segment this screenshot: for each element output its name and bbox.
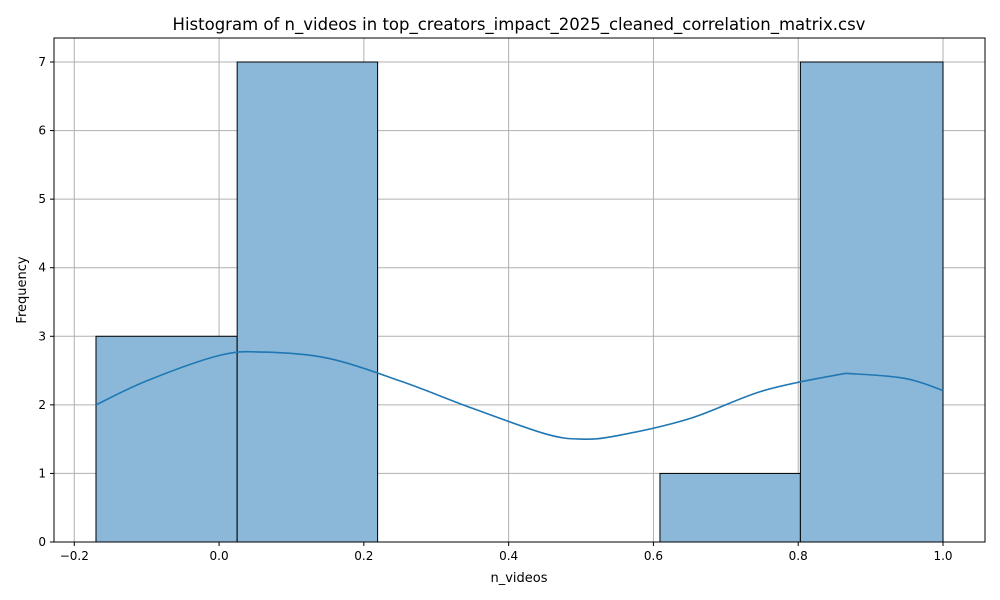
y-axis-ticks: 0 1 2 3 4 5 6 7 [38,55,54,549]
x-tick-label: 0.2 [354,549,373,563]
y-tick-label: 4 [38,261,46,275]
y-tick-label: 1 [38,466,46,480]
y-tick-label: 0 [38,535,46,549]
histogram-bar [659,472,801,543]
x-tick-label: 0.6 [644,549,663,563]
y-tick-label: 3 [38,329,46,343]
histogram-bars [95,61,944,543]
y-tick-label: 5 [38,192,46,206]
y-tick-label: 6 [38,124,46,138]
x-tick-label: 0.0 [210,549,229,563]
x-tick-label: −0.2 [60,549,89,563]
x-tick-label: 0.8 [789,549,808,563]
histogram-bar [95,335,238,543]
y-tick-label: 7 [38,55,46,69]
chart-title: Histogram of n_videos in top_creators_im… [173,15,866,35]
histogram-bar [236,61,379,543]
x-tick-label: 0.4 [499,549,518,563]
y-tick-label: 2 [38,398,46,412]
x-axis-ticks: −0.2 0.0 0.2 0.4 0.6 0.8 1.0 [60,542,953,563]
x-tick-label: 1.0 [933,549,952,563]
histogram-bar [799,61,944,543]
x-axis-label: n_videos [490,571,547,586]
kde-curve [95,350,944,441]
plot-frame [53,37,986,543]
y-axis-label: Frequency [15,256,30,323]
